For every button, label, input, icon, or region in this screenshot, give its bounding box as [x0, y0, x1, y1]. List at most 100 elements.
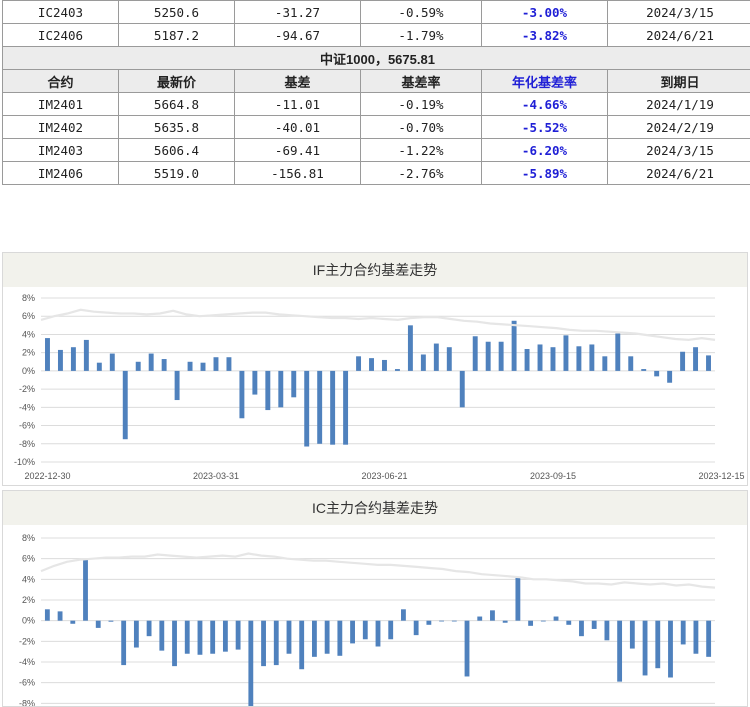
price-cell: 5250.6: [119, 1, 235, 24]
bar: [439, 621, 444, 622]
bar: [236, 621, 241, 650]
price-cell: 5664.8: [119, 93, 235, 116]
bar: [356, 356, 361, 371]
bar: [248, 621, 253, 706]
bar: [304, 371, 309, 447]
contract-cell: IC2403: [3, 1, 119, 24]
bar: [408, 325, 413, 371]
expiry-cell: 2024/6/21: [608, 162, 750, 185]
bar: [162, 359, 167, 371]
bar: [452, 621, 457, 622]
bar: [604, 621, 609, 641]
y-tick-label: -4%: [19, 657, 35, 667]
bar: [512, 321, 517, 371]
price-cell: 5187.2: [119, 24, 235, 47]
y-tick-label: 6%: [22, 554, 35, 564]
bar: [426, 621, 431, 625]
bar: [363, 621, 368, 640]
annualized-rate-cell: -6.20%: [482, 139, 608, 162]
bar: [71, 347, 76, 371]
bar: [45, 609, 50, 620]
bar: [84, 340, 89, 371]
bar: [278, 371, 283, 407]
bar: [83, 559, 88, 621]
bar: [641, 369, 646, 371]
bar: [434, 344, 439, 371]
price-cell: 5519.0: [119, 162, 235, 185]
bar: [330, 371, 335, 445]
bar: [185, 621, 190, 654]
ic-chart-plot: 8%6%4%2%0%-2%-4%-6%-8%: [3, 491, 747, 706]
y-tick-label: 8%: [22, 293, 35, 303]
expiry-cell: 2024/6/21: [608, 24, 750, 47]
bar: [667, 371, 672, 383]
contract-cell: IM2402: [3, 116, 119, 139]
basis-rate-cell: -0.70%: [361, 116, 482, 139]
bar: [465, 621, 470, 677]
bar: [291, 371, 296, 397]
annualized-rate-cell: -5.52%: [482, 116, 608, 139]
bar: [337, 621, 342, 656]
bar: [563, 335, 568, 371]
bar: [680, 352, 685, 371]
contract-cell: IM2406: [3, 162, 119, 185]
bar: [252, 371, 257, 395]
column-header: 最新价: [119, 70, 235, 93]
bar: [325, 621, 330, 654]
bar: [395, 369, 400, 371]
bar: [223, 621, 228, 652]
basis-cell: -40.01: [235, 116, 361, 139]
bar: [515, 577, 520, 620]
bar: [551, 347, 556, 371]
bar: [401, 609, 406, 620]
bar: [617, 621, 622, 682]
y-tick-label: -6%: [19, 678, 35, 688]
basis-rate-cell: -0.59%: [361, 1, 482, 24]
bar: [490, 610, 495, 620]
bar: [226, 357, 231, 371]
bar: [414, 621, 419, 635]
bar: [317, 371, 322, 444]
bar: [706, 355, 711, 370]
bar: [576, 346, 581, 371]
bar: [477, 617, 482, 621]
y-tick-label: -10%: [14, 457, 35, 467]
bar: [528, 621, 533, 626]
bar: [123, 371, 128, 439]
bar: [630, 621, 635, 649]
bar: [159, 621, 164, 651]
bar: [210, 621, 215, 654]
bar: [592, 621, 597, 629]
bar: [172, 621, 177, 666]
bar: [589, 344, 594, 370]
column-header: 合约: [3, 70, 119, 93]
column-header: 年化基差率: [482, 70, 608, 93]
y-tick-label: 0%: [22, 366, 35, 376]
bar: [643, 621, 648, 676]
bar: [97, 363, 102, 371]
bar: [45, 338, 50, 371]
bar: [147, 621, 152, 637]
basis-cell: -31.27: [235, 1, 361, 24]
y-tick-label: -2%: [19, 636, 35, 646]
y-tick-label: 2%: [22, 595, 35, 605]
basis-cell: -94.67: [235, 24, 361, 47]
bar: [96, 621, 101, 628]
bar: [109, 621, 114, 622]
ic-basis-chart: IC主力合约基差走势 8%6%4%2%0%-2%-4%-6%-8%: [2, 490, 748, 707]
bar: [261, 621, 266, 666]
bar: [369, 358, 374, 371]
bar: [382, 360, 387, 371]
bar: [188, 362, 193, 371]
x-tick-label: 2022-12-30: [24, 471, 70, 481]
bar: [503, 621, 508, 623]
bar: [201, 363, 206, 371]
bar: [274, 621, 279, 665]
bar: [58, 611, 63, 620]
